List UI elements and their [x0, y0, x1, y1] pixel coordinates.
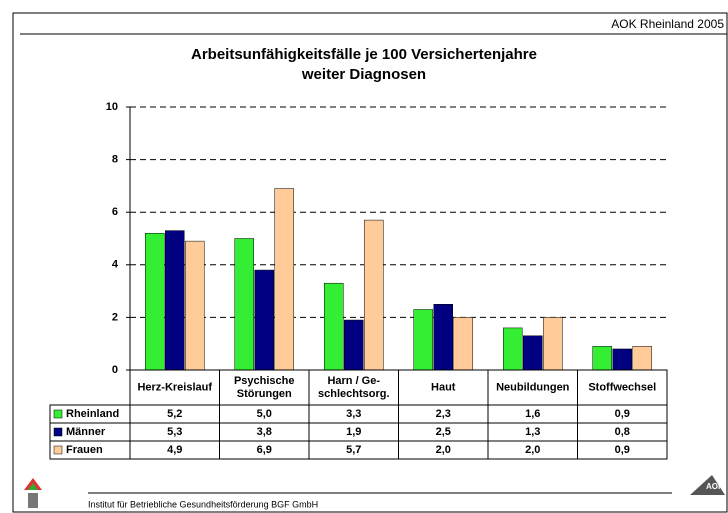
table-value: 6,9 [257, 444, 272, 456]
bar [185, 240, 205, 371]
bar [274, 188, 294, 371]
x-tick-label: Haut [431, 381, 456, 393]
bar [543, 317, 563, 371]
table-value: 1,3 [525, 426, 540, 438]
chart-title: Arbeitsunfähigkeitsfälle je 100 Versiche… [191, 46, 537, 63]
y-tick-label: 4 [112, 259, 119, 271]
x-tick-label: Neubildungen [496, 381, 570, 393]
table-value: 5,0 [257, 408, 272, 420]
x-tick-label: Herz-Kreislauf [137, 381, 212, 393]
y-tick-label: 0 [112, 364, 118, 376]
logo-left [24, 478, 42, 508]
bar [503, 327, 523, 371]
table-value: 2,3 [436, 408, 451, 420]
bar [453, 317, 473, 371]
bar [612, 348, 632, 371]
svg-text:AOK: AOK [706, 482, 724, 491]
source: AOK Rheinland 2005 [611, 17, 724, 31]
table-value: 0,9 [615, 408, 630, 420]
bar [234, 238, 254, 371]
table-value: 5,7 [346, 444, 361, 456]
logo-right: AOK [690, 475, 725, 495]
x-tick-label: Stoffwechsel [588, 381, 656, 393]
bar [433, 304, 453, 371]
x-tick-label: Psychische Störungen [234, 375, 295, 400]
x-tick-label: Harn / Ge-schlechtsorg. [318, 375, 390, 400]
table-value: 1,9 [346, 426, 361, 438]
legend-label: Männer [66, 426, 106, 438]
table-value: 3,8 [257, 426, 272, 438]
y-tick-label: 6 [112, 206, 118, 218]
frame [12, 12, 728, 513]
legend-label: Frauen [66, 444, 103, 456]
table-value: 1,6 [525, 408, 540, 420]
table-value: 2,5 [436, 426, 451, 438]
bar [413, 309, 433, 371]
bar [523, 335, 543, 371]
table-frame [49, 404, 668, 460]
table-value: 5,2 [167, 408, 182, 420]
y-tick-label: 2 [112, 311, 118, 323]
table-value: 0,8 [615, 426, 630, 438]
table-value: 5,3 [167, 426, 182, 438]
bar [145, 232, 165, 371]
bar [632, 346, 652, 371]
legend-swatch [53, 445, 63, 455]
legend-swatch [53, 409, 63, 419]
bar [254, 269, 274, 371]
bar [324, 282, 344, 371]
legend-swatch [53, 427, 63, 437]
table-value: 3,3 [346, 408, 361, 420]
y-tick-label: 8 [112, 154, 118, 166]
table-value: 0,9 [615, 444, 630, 456]
legend-label: Rheinland [66, 408, 119, 420]
table-value: 2,0 [436, 444, 451, 456]
footer: Institut für Betriebliche Gesundheitsför… [88, 499, 318, 509]
bar [592, 346, 612, 371]
chart-title: weiter Diagnosen [301, 66, 426, 83]
table-value: 2,0 [525, 444, 540, 456]
bar [344, 319, 364, 371]
table-value: 4,9 [167, 444, 182, 456]
bar [165, 230, 185, 371]
bar [364, 219, 384, 371]
y-tick-label: 10 [106, 101, 118, 113]
